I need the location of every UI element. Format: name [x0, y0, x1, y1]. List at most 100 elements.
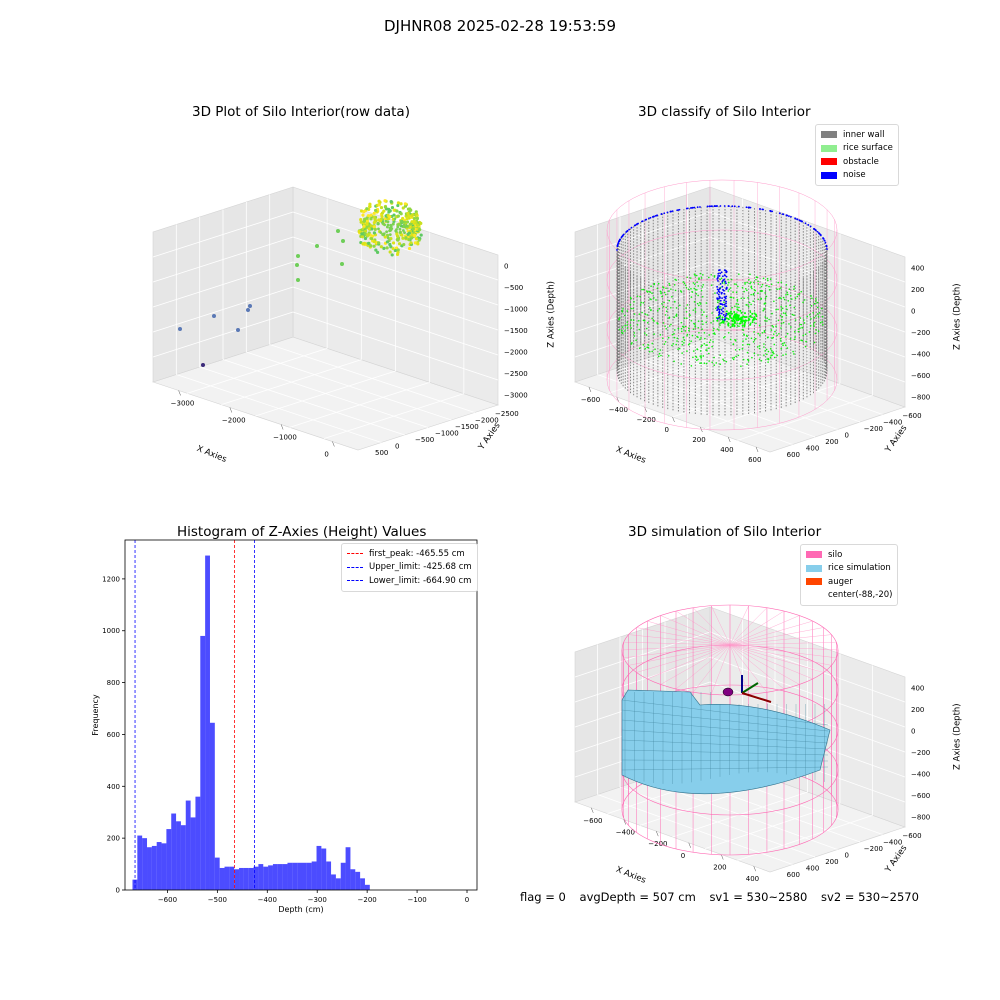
rice-point	[658, 352, 661, 355]
silo-wire	[729, 644, 824, 673]
rice-point	[673, 336, 676, 339]
data-point	[395, 228, 398, 231]
rice-point	[742, 344, 744, 346]
rice-point	[708, 360, 710, 362]
rice-point	[668, 284, 671, 287]
rice-point	[745, 316, 748, 319]
silo-wire	[729, 644, 837, 659]
rice-point	[662, 322, 665, 324]
rice-point	[697, 320, 700, 322]
z-axis-label: Z Axies (Depth)	[952, 283, 962, 350]
rice-point	[784, 336, 787, 338]
rice-point	[725, 360, 728, 363]
data-point	[386, 220, 390, 224]
noise-point	[630, 226, 633, 229]
rice-point	[744, 281, 746, 284]
data-point	[401, 236, 405, 240]
rice-point	[779, 337, 782, 340]
rice-point	[772, 351, 775, 353]
rice-point	[750, 281, 752, 283]
rice-point	[755, 276, 758, 278]
legend-item: Lower_limit: -664.90 cm	[347, 574, 472, 588]
rice-point	[789, 304, 791, 307]
rice-point	[809, 324, 812, 327]
rice-point	[738, 325, 740, 328]
rice-point	[668, 316, 671, 319]
data-point	[385, 240, 390, 244]
data-point	[411, 213, 415, 217]
x-tick-label: 0	[681, 852, 685, 860]
rice-point	[675, 343, 678, 346]
x-axis-label: X Axies	[195, 444, 228, 465]
noise-point	[716, 317, 719, 320]
panel2-legend: inner wall rice surface obstacle noise	[815, 124, 899, 186]
noise-point	[781, 213, 784, 216]
rice-point	[626, 321, 629, 323]
y-tick-label: −1000	[435, 430, 459, 438]
data-point	[402, 242, 406, 247]
noise-point	[721, 281, 724, 283]
rice-point	[808, 331, 811, 333]
rice-point	[749, 322, 752, 325]
z-tick-label: −500	[504, 284, 523, 292]
histogram-bar	[224, 866, 230, 890]
data-point	[383, 205, 388, 209]
legend-label: silo	[828, 549, 843, 560]
z-tick-label: −200	[911, 329, 930, 337]
tick-mark	[755, 446, 759, 453]
rice-point	[821, 315, 824, 318]
data-point	[407, 231, 411, 235]
rice-point	[692, 328, 695, 331]
panel3-title: Histogram of Z-Axies (Height) Values	[177, 524, 427, 540]
noise-point	[823, 239, 826, 242]
rice-point	[755, 318, 758, 321]
rice-point	[804, 333, 807, 336]
y-tick-label: 800	[107, 679, 120, 687]
rice-point	[736, 298, 739, 301]
noise-point	[731, 205, 734, 208]
rice-point	[699, 272, 702, 275]
rice-point	[756, 346, 759, 348]
data-point	[248, 304, 252, 308]
histogram-bar	[355, 871, 361, 890]
rice-point	[767, 357, 770, 360]
rice-point	[626, 310, 629, 312]
rice-point	[747, 359, 750, 362]
rice-point	[633, 332, 636, 334]
noise-point	[733, 205, 736, 208]
rice-point	[752, 316, 754, 319]
y-axis-label: Y Axies	[476, 420, 503, 452]
noise-point	[725, 314, 727, 317]
rice-point	[671, 333, 674, 336]
rice-point	[719, 363, 722, 365]
data-point	[383, 199, 387, 203]
rice-point	[681, 343, 684, 346]
status-footer: flag = 0 avgDepth = 507 cm sv1 = 530~258…	[520, 890, 929, 904]
rice-point	[697, 285, 700, 287]
noise-point	[826, 248, 828, 250]
rice-point	[691, 334, 694, 337]
x-tick-label: 400	[746, 875, 759, 883]
x-tick-label: −200	[637, 416, 656, 424]
noise-point	[723, 319, 726, 321]
data-point	[379, 205, 384, 210]
rice-point	[794, 297, 797, 300]
y-axis-label: Frequency	[91, 694, 100, 736]
rice-point	[702, 323, 704, 325]
rice-point	[653, 283, 656, 286]
noise-point	[717, 290, 720, 293]
data-point	[404, 236, 408, 240]
rice-point	[750, 337, 753, 340]
rice-point	[799, 327, 801, 329]
rice-point	[753, 289, 756, 291]
rice-point	[680, 363, 683, 365]
rice-point	[743, 322, 746, 325]
rice-point	[719, 318, 722, 321]
rice-point	[753, 317, 756, 320]
z-tick-label: −1500	[504, 327, 528, 335]
rice-point	[745, 334, 748, 337]
noise-point	[711, 205, 713, 208]
rice-point	[644, 313, 647, 315]
rice-point	[709, 339, 712, 341]
